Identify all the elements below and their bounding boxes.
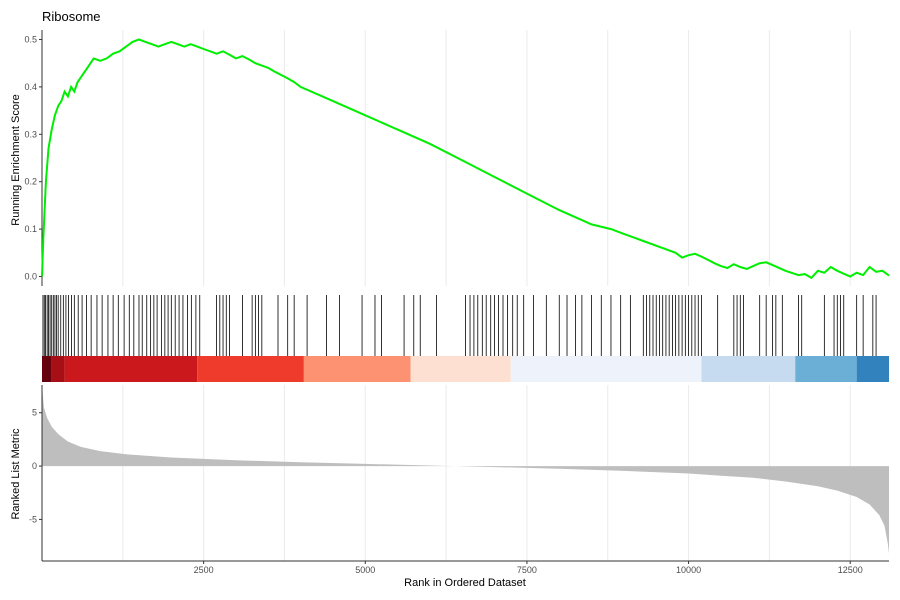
rank-color-band (64, 356, 198, 382)
y-tick-label: 0.4 (24, 82, 37, 92)
y-tick-label: -5 (29, 514, 37, 524)
y-tick-label: 0.2 (24, 177, 37, 187)
x-tick-label: 7500 (517, 565, 537, 575)
rank-color-band (410, 356, 511, 382)
rank-color-band (303, 356, 411, 382)
x-tick-label: 12500 (838, 565, 863, 575)
ranked-metric-area (42, 385, 889, 554)
rank-color-band (795, 356, 857, 382)
rank-color-band (701, 356, 796, 382)
y-tick-label: 0.5 (24, 34, 37, 44)
x-tick-label: 2500 (194, 565, 214, 575)
y-tick-label: 0 (32, 461, 37, 471)
rank-color-band (42, 356, 52, 382)
y-tick-label: 0.3 (24, 129, 37, 139)
gene-hits-panel (42, 295, 889, 382)
chart-title: Ribosome (42, 9, 101, 24)
y-axis-title-running-score: Running Enrichment Score (10, 94, 22, 225)
rank-color-band (197, 356, 304, 382)
y-tick-label: 0.1 (24, 224, 37, 234)
y-tick-label: 5 (32, 408, 37, 418)
y-tick-label: 0.0 (24, 272, 37, 282)
y-axis-title-ranked-metric: Ranked List Metric (10, 428, 22, 520)
running-score-line (41, 38, 890, 280)
running-score-panel: 0.0 0.1 0.2 0.3 0.4 0.5 (24, 30, 890, 286)
rank-color-band (51, 356, 65, 382)
rank-color-band (510, 356, 702, 382)
rank-color-band (856, 356, 889, 382)
x-axis-title: Rank in Ordered Dataset (404, 577, 526, 589)
x-tick-label: 10000 (676, 565, 701, 575)
x-tick-label: 5000 (355, 565, 375, 575)
ranked-metric-panel: -5 0 5 2500 5000 7500 10000 12500 (29, 385, 889, 575)
